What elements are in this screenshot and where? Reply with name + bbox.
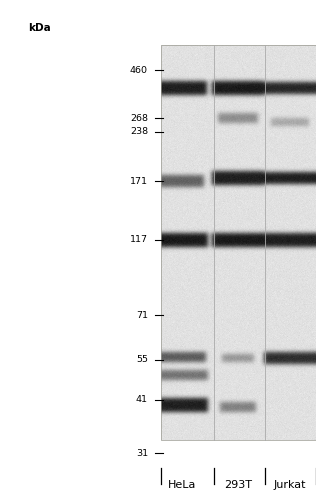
Text: 71: 71	[136, 310, 148, 319]
Text: 268: 268	[130, 114, 148, 123]
Text: 31: 31	[136, 449, 148, 458]
Text: 293T: 293T	[224, 480, 252, 490]
Text: Jurkat: Jurkat	[274, 480, 306, 490]
Text: HeLa: HeLa	[168, 480, 196, 490]
Text: 238: 238	[130, 127, 148, 136]
Text: 41: 41	[136, 395, 148, 404]
Text: 117: 117	[130, 235, 148, 244]
Text: kDa: kDa	[28, 23, 51, 33]
Bar	[161, 45, 316, 440]
Text: 171: 171	[130, 177, 148, 186]
Text: 460: 460	[130, 65, 148, 74]
Text: 55: 55	[136, 356, 148, 365]
